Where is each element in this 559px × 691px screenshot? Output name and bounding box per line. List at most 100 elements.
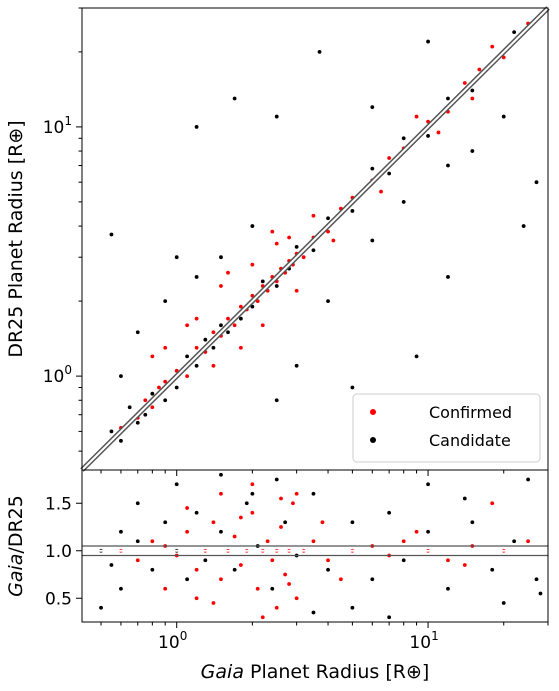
candidate-point <box>317 49 322 54</box>
confirmed-ratio-point <box>287 582 292 586</box>
confirmed-ratio-point <box>320 520 325 525</box>
legend: Confirmed Candidate <box>352 393 541 463</box>
candidate-point <box>326 216 330 221</box>
identity-line-core <box>81 7 549 471</box>
candidate-ratio-point <box>512 539 517 544</box>
candidate-ratio-point <box>526 477 530 482</box>
confirmed-point <box>311 213 316 218</box>
confirmed-ratio-point <box>150 539 155 544</box>
confirmed-ratio-point <box>279 525 283 529</box>
confirmed-point <box>238 304 243 309</box>
confirmed-point <box>436 130 441 135</box>
candidate-ratio-point <box>150 567 155 572</box>
confirmed-point <box>150 354 155 359</box>
candidate-ratio-point <box>185 577 190 582</box>
candidate-point <box>194 125 199 129</box>
candidate-ratio-point <box>219 472 223 477</box>
confirmed-ratio-point <box>211 520 216 525</box>
confirmed-point <box>163 345 168 350</box>
candidate-point <box>470 149 475 153</box>
confirmed-ratio-point <box>219 491 223 496</box>
candidate-point <box>219 255 223 260</box>
ratio-scatter-panel: 0.5 1.0 1.5 100 101 Gaia/DR25 Gaia Planet R… <box>5 469 549 683</box>
candidate-point <box>426 39 430 44</box>
candidate-ratio-point <box>274 477 279 482</box>
x-tick-label: 100 <box>158 629 187 653</box>
candidate-ratio-point <box>109 563 114 567</box>
confirmed-ratio-point <box>279 496 283 501</box>
candidate-ratio-point <box>538 591 543 596</box>
confirmed-point <box>211 363 216 368</box>
confirmed-point <box>260 323 265 328</box>
confirmed-point <box>238 345 243 350</box>
candidate-point <box>119 374 123 379</box>
main-scatter-points <box>99 17 539 454</box>
confirmed-point <box>219 284 223 288</box>
ratio-reference-lines <box>82 545 548 557</box>
candidate-ratio-point <box>203 558 208 563</box>
main-x-ticks <box>100 470 549 476</box>
candidate-ratio-point <box>470 520 475 525</box>
candidate-ratio-point <box>283 520 288 525</box>
candidate-ratio-point <box>426 529 430 534</box>
confirmed-ratio-point <box>446 558 450 563</box>
confirmed-ratio-point <box>338 577 343 582</box>
candidate-point <box>501 114 506 119</box>
candidate-legend-label: Candidate <box>429 431 511 450</box>
candidate-point <box>370 105 375 110</box>
candidate-ratio-point <box>270 586 275 591</box>
candidate-point <box>250 224 255 228</box>
x-tick-label: 101 <box>409 629 438 653</box>
candidate-point <box>109 232 114 237</box>
confirmed-ratio-point <box>255 586 260 591</box>
candidate-point <box>219 323 223 328</box>
confirmed-ratio-point <box>232 534 237 539</box>
candidate-point <box>150 391 155 396</box>
candidate-ratio-point <box>99 605 103 610</box>
candidate-point <box>350 209 355 213</box>
confirmed-ratio-point <box>163 586 168 591</box>
confirmed-ratio-point <box>211 601 216 605</box>
confirmed-ratio-point <box>490 501 495 506</box>
confirmed-point <box>270 229 275 234</box>
candidate-point <box>534 180 539 185</box>
confirmed-point <box>157 385 161 390</box>
confirmed-ratio-point <box>135 558 140 563</box>
confirmed-ratio-point <box>260 615 265 620</box>
confirmed-ratio-point <box>250 482 255 487</box>
candidate-ratio-point <box>232 567 237 572</box>
confirmed-point <box>194 316 199 321</box>
candidate-ratio-point <box>401 558 406 563</box>
candidate-point <box>401 136 406 141</box>
confirmed-ratio-point <box>274 605 279 610</box>
candidate-ratio-point <box>490 567 495 572</box>
confirmed-ratio-point <box>401 539 406 544</box>
candidate-ratio-point <box>135 501 140 506</box>
confirmed-point <box>232 323 237 328</box>
y-tick-label: 101 <box>43 114 72 138</box>
main-y-axis-label: DR25 Planet Radius [R⊕] <box>5 120 27 357</box>
candidate-ratio-point <box>426 482 430 487</box>
candidate-legend-marker <box>370 437 376 443</box>
confirmed-ratio-point <box>270 558 275 563</box>
confirmed-ratio-point <box>194 596 199 601</box>
candidate-ratio-point <box>387 510 392 515</box>
main-y-ticks: 100 101 <box>43 7 82 452</box>
candidate-point <box>185 354 190 359</box>
ratio-y-axis-label: Gaia/DR25 <box>5 495 27 597</box>
candidate-point <box>119 438 123 443</box>
confirmed-ratio-point <box>185 529 190 534</box>
candidate-point <box>238 316 243 321</box>
confirmed-ratio-point <box>526 539 530 544</box>
candidate-ratio-point <box>462 496 467 501</box>
confirmed-point <box>287 235 292 240</box>
confirmed-point <box>414 114 419 119</box>
confirmed-point <box>301 255 306 260</box>
candidate-ratio-point <box>387 615 392 620</box>
confirmed-point <box>185 374 190 379</box>
candidate-point <box>426 134 430 138</box>
candidate-ratio-point <box>446 586 450 591</box>
candidate-point <box>294 244 299 249</box>
candidate-point <box>260 279 265 284</box>
confirmed-point <box>379 189 383 194</box>
